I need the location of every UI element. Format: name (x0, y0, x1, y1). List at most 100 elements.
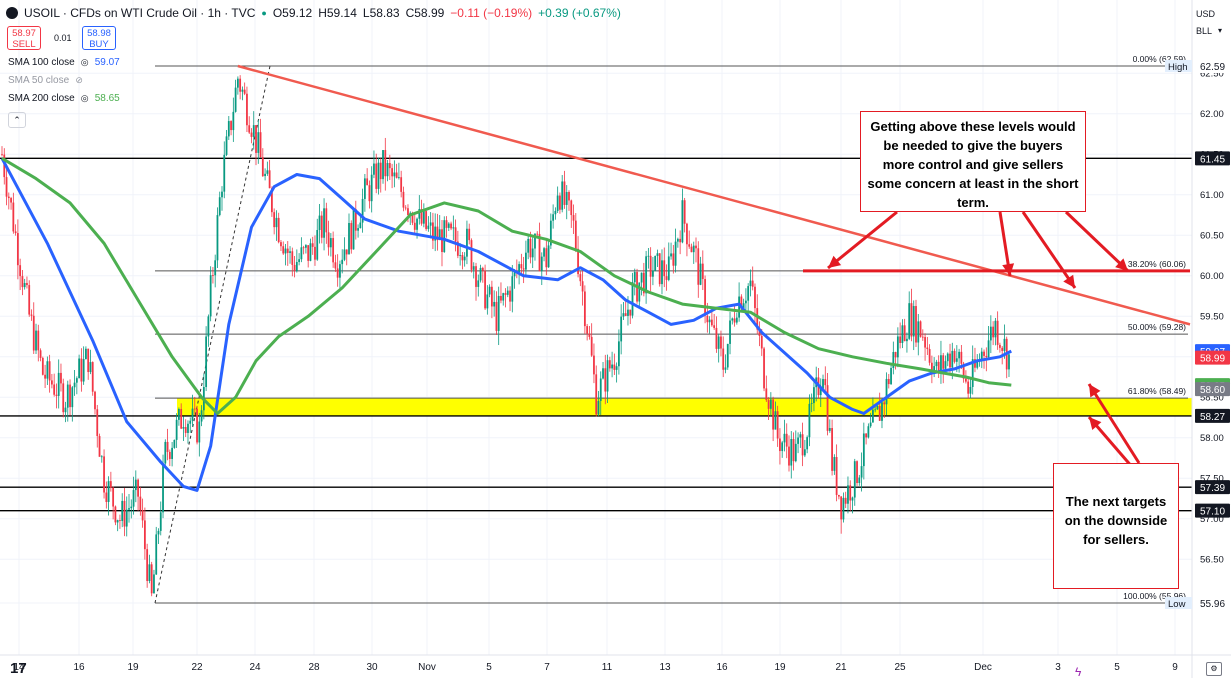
candle-body (883, 402, 886, 405)
candle-body (574, 220, 577, 249)
chevron-down-icon[interactable]: ▾ (1218, 26, 1223, 35)
candle-body (291, 251, 294, 265)
candle-body (53, 384, 56, 395)
annotation-arrow (1087, 383, 1141, 464)
candle-body (182, 427, 185, 429)
sell-button[interactable]: 58.97 SELL (7, 26, 41, 50)
collapse-legend-chevron-icon[interactable]: ⌃ (8, 112, 26, 128)
annotation-arrow (1064, 210, 1130, 273)
candle-body (46, 361, 49, 379)
candle-body (422, 211, 425, 224)
candle-body (844, 497, 847, 504)
candle-body (339, 264, 341, 278)
price-label-box (1195, 151, 1230, 166)
candle-body (504, 293, 507, 295)
candle-body (831, 428, 833, 471)
candle-body (218, 197, 221, 216)
candle-body (60, 372, 62, 384)
candle-body (606, 360, 609, 392)
price-axis-tick: 58.00 (1200, 433, 1224, 444)
candle-body (949, 353, 951, 368)
candle-body (48, 361, 51, 381)
settings-gear-icon[interactable]: ⚙ (1206, 662, 1222, 676)
candle-body (881, 402, 883, 421)
eye-icon[interactable]: ◎ (80, 57, 89, 67)
candle-body (872, 409, 874, 423)
candle-body (506, 290, 509, 295)
indicator-value: 59.07 (94, 57, 120, 68)
candle-body (525, 252, 527, 270)
candle-body (14, 231, 17, 234)
candle-body (751, 280, 754, 287)
time-axis-tick: 28 (308, 662, 320, 673)
candle-body (611, 364, 613, 369)
candle-body (107, 481, 110, 502)
symbol-title[interactable]: USOIL · CFDs on WTI Crude Oil · 1h · TVC (24, 6, 256, 20)
candle-body (334, 262, 337, 269)
candle-body (847, 485, 849, 504)
unit-label[interactable]: BLL (1196, 26, 1213, 36)
fib-level-label: 50.00% (59.28) (1128, 322, 1186, 332)
candle-body (581, 281, 584, 292)
currency-label[interactable]: USD (1196, 9, 1216, 19)
candle-body (55, 394, 58, 396)
candle-body (670, 253, 672, 257)
candle-body (620, 316, 623, 342)
candle-body (416, 218, 418, 230)
candle-body (579, 274, 582, 282)
candle-body (214, 260, 217, 276)
candle-body (960, 351, 963, 364)
level-tag-box (1165, 597, 1192, 609)
candle-body (332, 238, 335, 263)
candle-body (87, 348, 90, 373)
candle-body (976, 361, 979, 368)
candle-body (289, 251, 291, 253)
time-axis-tick: 19 (774, 662, 786, 673)
candle-body (298, 259, 301, 263)
candle-body (139, 496, 142, 511)
indicator-sma200[interactable]: SMA 200 close ◎ 58.65 (8, 93, 120, 104)
time-axis-tick: 22 (191, 662, 203, 673)
candle-body (325, 208, 328, 233)
candle-body (225, 136, 228, 155)
buy-button[interactable]: 58.98 BUY (82, 26, 116, 50)
candle-body (502, 293, 505, 301)
candle-body (82, 359, 85, 382)
eye-icon[interactable]: ◎ (80, 93, 89, 103)
candle-body (323, 208, 325, 238)
price-label-box (1195, 350, 1230, 365)
indicator-sma50[interactable]: SMA 50 close ⊘ (8, 75, 89, 86)
lightning-icon[interactable]: ϟ (1075, 665, 1082, 679)
candle-body (788, 446, 790, 466)
candle-body (1001, 347, 1004, 351)
candle-body (316, 229, 319, 260)
candle-body (969, 386, 972, 394)
candle-body (806, 437, 809, 450)
time-axis-tick: 13 (659, 662, 671, 673)
candle-body (7, 196, 10, 199)
price-label-61-45: 61.45 (1200, 154, 1225, 165)
candle-body (80, 358, 83, 382)
candle-body (720, 336, 722, 349)
candle-body (887, 378, 890, 385)
candle-body (427, 225, 430, 229)
candle-body (917, 321, 920, 343)
candle-body (760, 335, 763, 349)
candle-body (672, 253, 675, 266)
indicator-sma100[interactable]: SMA 100 close ◎ 59.07 (8, 57, 120, 68)
candle-body (466, 228, 468, 257)
candle-body (962, 363, 965, 379)
sell-label: SELL (12, 39, 36, 50)
candle-body (153, 574, 155, 594)
candle-body (379, 162, 382, 180)
candle-body (96, 409, 99, 437)
candle-body (261, 157, 264, 177)
candle-body (822, 379, 824, 389)
ohlc-close: C58.99 (405, 6, 445, 20)
candle-body (141, 510, 144, 521)
candle-body (28, 285, 31, 315)
eye-hidden-icon[interactable]: ⊘ (75, 75, 83, 85)
candle-body (243, 89, 246, 94)
candle-body (479, 267, 482, 281)
